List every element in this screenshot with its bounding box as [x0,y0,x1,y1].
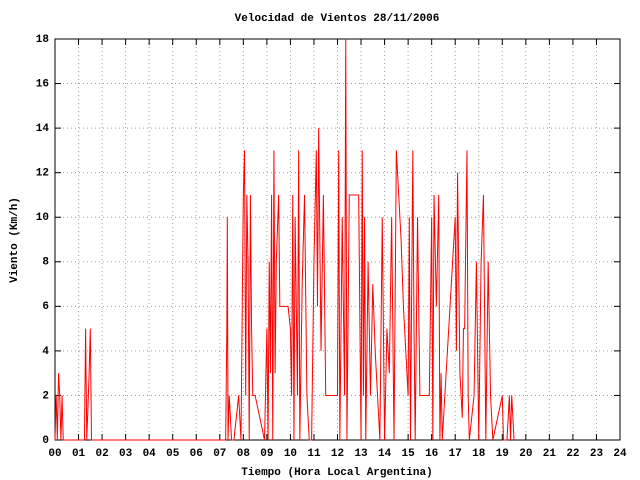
y-tick-label: 12 [36,168,49,180]
x-tick-label: 04 [143,448,157,460]
x-tick-label: 20 [519,448,532,460]
series-line [54,38,515,441]
x-tick-label: 00 [48,448,61,460]
y-tick-label: 4 [42,346,49,358]
x-tick-label: 23 [590,448,604,460]
y-tick-label: 0 [42,435,49,447]
y-tick-label: 18 [36,34,50,46]
y-tick-label: 10 [36,212,49,224]
y-tick-label: 8 [42,257,49,269]
y-tick-label: 16 [36,78,49,90]
x-tick-label: 18 [472,448,486,460]
x-tick-label: 21 [543,448,557,460]
x-tick-label: 19 [496,448,509,460]
x-tick-label: 16 [425,448,438,460]
plot-border [54,38,621,441]
x-tick-label: 03 [119,448,133,460]
x-axis-label: Tiempo (Hora Local Argentina) [241,467,432,479]
chart-title: Velocidad de Vientos 28/11/2006 [235,13,440,25]
y-tick-label: 14 [36,123,50,135]
x-tick-label: 01 [72,448,86,460]
x-tick-label: 09 [260,448,273,460]
y-tick-label: 2 [42,390,49,402]
x-tick-label: 14 [378,448,392,460]
x-tick-label: 02 [95,448,108,460]
x-tick-label: 17 [449,448,462,460]
x-tick-label: 15 [402,448,416,460]
x-tick-label: 07 [213,448,226,460]
y-tick-label: 6 [42,301,49,313]
x-tick-label: 11 [307,448,321,460]
y-axis-label: Viento (Km/h) [9,197,21,283]
x-tick-label: 12 [331,448,344,460]
x-tick-label: 10 [284,448,297,460]
x-tick-label: 13 [354,448,368,460]
x-tick-label: 24 [613,448,627,460]
x-tick-label: 05 [166,448,180,460]
x-tick-label: 06 [190,448,203,460]
x-tick-label: 08 [237,448,251,460]
x-tick-label: 22 [566,448,579,460]
